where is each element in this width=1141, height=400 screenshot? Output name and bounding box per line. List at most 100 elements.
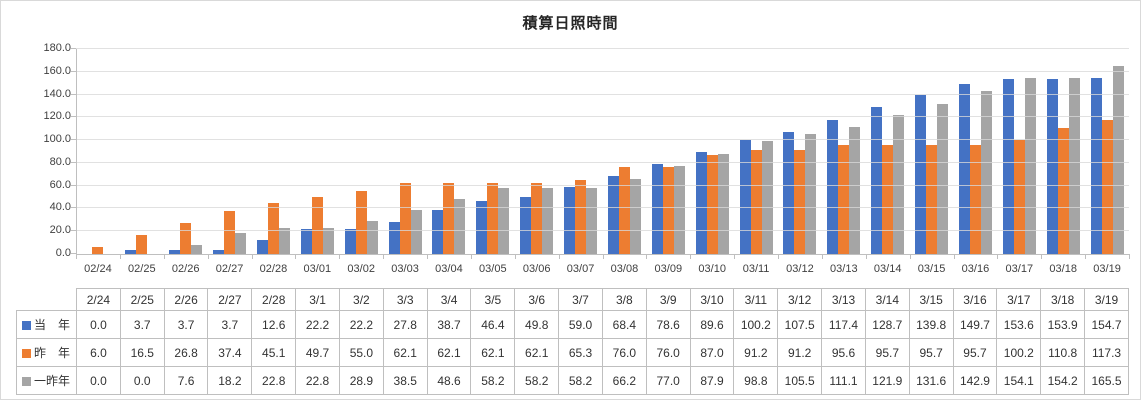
table-header-cell: 3/16 — [952, 288, 998, 311]
legend-cell: 一昨年 — [16, 366, 77, 395]
y-axis-tick — [71, 139, 76, 141]
table-value-cell: 16.5 — [119, 338, 165, 367]
bar-series2 — [882, 145, 894, 254]
table-header-cell: 3/17 — [996, 288, 1042, 311]
table-header-cell: 2/24 — [76, 288, 121, 311]
table-value-cell: 0.0 — [76, 310, 121, 339]
x-axis-tick — [866, 254, 867, 259]
bar-series2 — [575, 180, 587, 254]
table-value-cell: 89.6 — [689, 310, 735, 339]
bar-series3 — [322, 228, 334, 254]
table-value-cell: 87.9 — [689, 366, 735, 395]
table-header-cell: 3/4 — [426, 288, 472, 311]
x-axis-tick — [383, 254, 384, 259]
x-axis-tick — [690, 254, 691, 259]
table-value-cell: 28.9 — [338, 366, 384, 395]
table-value-cell: 139.8 — [908, 310, 954, 339]
table-value-cell: 59.0 — [558, 310, 603, 339]
bar-series2 — [224, 211, 236, 254]
table-header-cell: 2/25 — [119, 288, 165, 311]
x-tick-label: 02/25 — [128, 263, 156, 275]
bar-series2 — [706, 155, 718, 254]
x-tick-label: 03/13 — [830, 263, 858, 275]
x-tick-label: 03/19 — [1093, 263, 1121, 275]
table-header-cell: 3/8 — [601, 288, 647, 311]
y-tick-label: 80.0 — [49, 155, 71, 168]
table-value-cell: 0.0 — [119, 366, 165, 395]
x-tick-label: 03/12 — [786, 263, 814, 275]
y-tick-label: 20.0 — [49, 224, 71, 237]
bar-series1 — [695, 152, 707, 254]
bar-series3 — [717, 154, 729, 254]
bar-series3 — [805, 134, 817, 254]
bar-series3 — [761, 141, 773, 254]
table-value-cell: 76.0 — [645, 338, 691, 367]
x-axis-tick — [778, 254, 779, 259]
legend-label: 当 年 — [34, 318, 71, 332]
table-value-cell: 26.8 — [163, 338, 209, 367]
x-axis-tick — [1041, 254, 1042, 259]
y-tick-label: 0.0 — [55, 247, 71, 259]
table-header-cell: 3/5 — [470, 288, 516, 311]
x-tick-label: 03/15 — [917, 263, 946, 275]
x-axis-tick — [339, 254, 340, 259]
bar-series3 — [1068, 78, 1080, 254]
table-value-cell: 62.1 — [382, 338, 428, 367]
bar-series1 — [169, 250, 181, 254]
table-header-cell: 3/18 — [1040, 288, 1086, 311]
y-axis-line — [76, 49, 77, 254]
bar-series2 — [267, 203, 279, 254]
legend-swatch — [22, 349, 31, 358]
legend-label: 昨 年 — [34, 346, 71, 360]
chart-title: 積算日照時間 — [522, 15, 619, 32]
table-value-cell: 55.0 — [338, 338, 384, 367]
bar-series2 — [443, 183, 455, 254]
y-axis-tick — [71, 184, 76, 186]
table-value-cell: 48.6 — [426, 366, 472, 395]
x-tick-label: 02/26 — [171, 263, 200, 275]
bar-series3 — [542, 188, 554, 254]
x-tick-label: 03/08 — [610, 263, 639, 275]
bar-series1 — [1090, 78, 1102, 254]
bar-series2 — [1013, 140, 1025, 254]
bar-series3 — [586, 188, 598, 254]
bar-series2 — [531, 183, 543, 254]
bar-series3 — [1024, 78, 1036, 254]
x-tick-label: 03/18 — [1049, 263, 1077, 275]
x-tick-label: 03/02 — [347, 263, 375, 275]
x-axis-tick — [646, 254, 647, 259]
table-value-cell: 68.4 — [601, 310, 647, 339]
table-header-cell: 3/15 — [908, 288, 954, 311]
gridline — [76, 48, 1129, 49]
y-axis-tick — [71, 48, 76, 49]
table-value-cell: 77.0 — [645, 366, 691, 395]
table-header-cell: 3/7 — [558, 288, 603, 311]
x-tick-label: 03/04 — [435, 263, 463, 275]
bar-series1 — [871, 107, 883, 254]
table-value-cell: 91.2 — [777, 338, 823, 367]
y-tick-label: 140.0 — [43, 87, 71, 100]
bar-series2 — [838, 145, 850, 254]
bar-series2 — [662, 167, 674, 254]
table-corner-blank — [17, 289, 77, 311]
y-axis-tick — [71, 161, 76, 163]
table-value-cell: 117.4 — [821, 310, 866, 339]
x-tick-label: 02/24 — [84, 263, 112, 275]
table-value-cell: 3.7 — [119, 310, 165, 339]
table-value-cell: 131.6 — [908, 366, 954, 395]
x-axis-tick — [603, 254, 604, 259]
bar-series1 — [1046, 79, 1058, 254]
table-value-cell: 100.2 — [733, 310, 779, 339]
table-value-cell: 154.2 — [1040, 366, 1086, 395]
x-tick-label: 03/06 — [522, 263, 551, 275]
table-value-cell: 18.2 — [207, 366, 253, 395]
x-axis-tick — [515, 254, 516, 259]
bar-series2 — [1101, 120, 1113, 254]
table-value-cell: 49.7 — [295, 338, 340, 367]
table-value-cell: 153.9 — [1040, 310, 1086, 339]
table-value-cell: 58.2 — [558, 366, 603, 395]
x-axis-tick — [76, 254, 77, 259]
table-value-cell: 22.2 — [338, 310, 384, 339]
table-value-cell: 27.8 — [382, 310, 428, 339]
table-header-cell: 2/28 — [251, 288, 297, 311]
